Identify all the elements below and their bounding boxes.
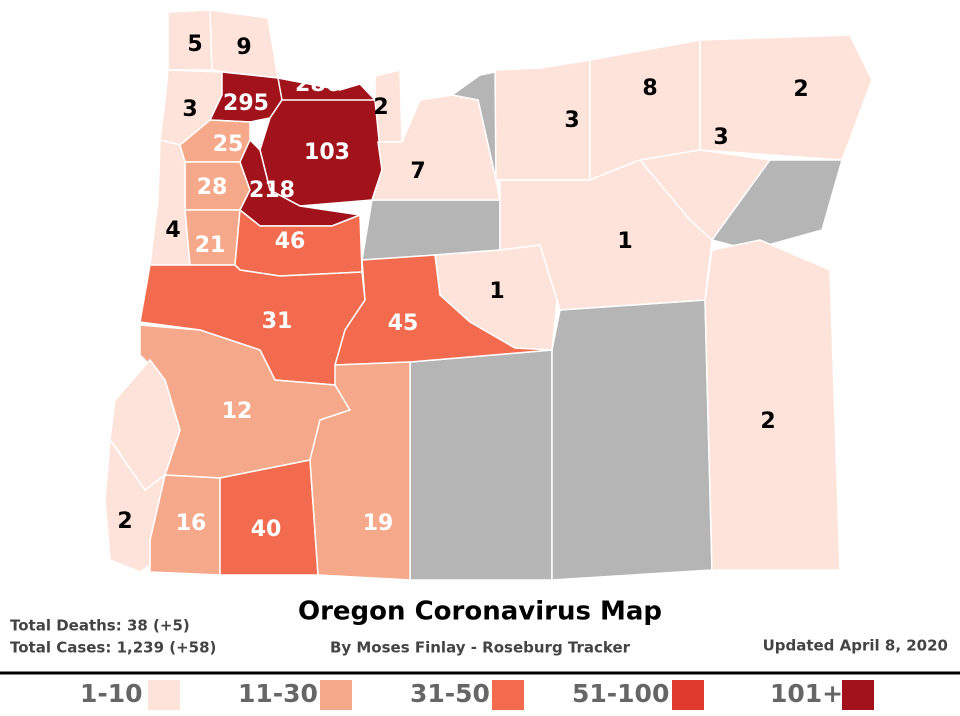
county-case-count: 3 — [564, 108, 579, 133]
subtitle: By Moses Finlay - Roseburg Tracker — [330, 639, 631, 657]
legend-label: 1-10 — [80, 679, 143, 708]
county-case-count: 12 — [222, 399, 253, 424]
legend-swatch — [842, 680, 874, 710]
county-case-count: 1 — [617, 229, 632, 254]
total-deaths: Total Deaths: 38 (+5) — [10, 617, 190, 635]
no-data-county — [409, 349, 553, 581]
county-case-count: 2 — [373, 95, 388, 120]
county-case-count: 46 — [275, 229, 306, 254]
county-case-count: 286 — [295, 72, 341, 97]
county-case-count: 45 — [388, 311, 419, 336]
county — [104, 437, 167, 573]
updated-date: Updated April 8, 2020 — [763, 637, 948, 655]
county-case-count: 295 — [223, 91, 269, 116]
legend-label: 101+ — [770, 679, 843, 708]
county — [704, 239, 841, 571]
legend-label: 11-30 — [238, 679, 318, 708]
county-case-count: 16 — [176, 511, 207, 536]
county-case-count: 103 — [304, 140, 350, 165]
county-case-count: 40 — [251, 517, 282, 542]
county-case-count: 21 — [195, 233, 226, 258]
county-case-count: 31 — [262, 309, 293, 334]
county-case-count: 19 — [363, 511, 394, 536]
county-case-count: 28 — [197, 175, 228, 200]
county-case-count: 2 — [760, 409, 775, 434]
county-case-count: 9 — [236, 35, 251, 60]
legend: 1-10 11-30 31-50 51-100 101+ — [80, 679, 874, 710]
title: Oregon Coronavirus Map — [298, 597, 662, 627]
legend-swatch — [492, 680, 524, 710]
legend-label: 31-50 — [410, 679, 490, 708]
county-case-count: 218 — [249, 178, 295, 203]
counties — [104, 9, 873, 581]
county — [370, 94, 501, 201]
county — [699, 34, 873, 161]
county-case-count: 3 — [713, 125, 728, 150]
county-case-count: 25 — [213, 132, 244, 157]
county-case-count: 5 — [187, 32, 202, 57]
legend-swatch — [320, 680, 352, 710]
county-case-count: 8 — [642, 76, 657, 101]
county-case-count: 3 — [182, 97, 197, 122]
legend-label: 51-100 — [572, 679, 669, 708]
county-case-count: 2 — [117, 509, 132, 534]
county — [149, 139, 191, 266]
county-case-count: 1 — [489, 279, 504, 304]
legend-swatch — [148, 680, 180, 710]
no-data-county — [551, 299, 713, 581]
county-case-count: 7 — [410, 159, 425, 184]
county-case-count: 4 — [165, 218, 180, 243]
county — [333, 254, 553, 366]
legend-swatch — [672, 680, 704, 710]
total-cases: Total Cases: 1,239 (+58) — [10, 639, 216, 657]
county — [309, 361, 411, 581]
county-case-count: 2 — [793, 77, 808, 102]
county — [208, 71, 283, 123]
